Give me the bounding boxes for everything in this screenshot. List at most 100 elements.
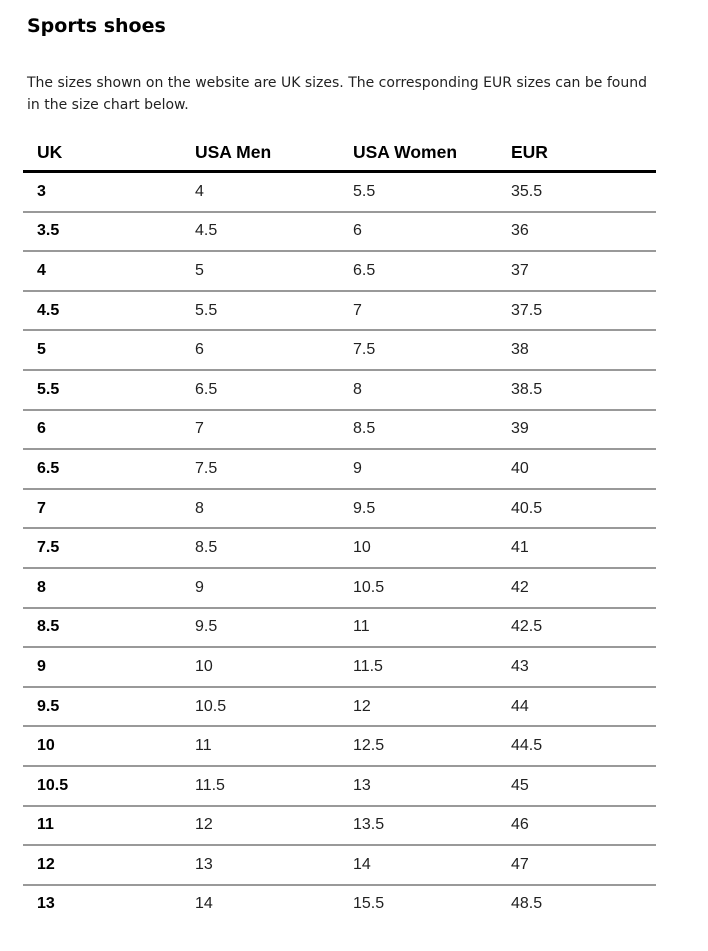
table-cell: 10.5	[353, 578, 385, 596]
table-row: 7 8 9.5 40.5	[23, 490, 656, 530]
table-row: 7.5 8.5 10 41	[23, 529, 656, 569]
table-cell: 8.5	[37, 618, 60, 636]
table-cell: 35.5	[511, 182, 543, 200]
table-cell: 8	[353, 380, 362, 398]
table-cell: 9	[353, 459, 362, 477]
table-cell: 11.5	[353, 657, 383, 675]
table-cell: 40.5	[511, 499, 543, 517]
table-cell: 6	[195, 341, 204, 359]
table-cell: 5.5	[195, 301, 218, 319]
table-row: 9 10 11.5 43	[23, 648, 656, 688]
table-cell: 10	[37, 737, 55, 755]
table-cell: 11	[353, 618, 370, 636]
table-cell: 10	[195, 657, 213, 675]
table-cell: 7	[195, 420, 204, 438]
table-cell: 38.5	[511, 380, 543, 398]
intro-line: in the size chart below.	[27, 97, 189, 113]
table-cell: 10.5	[195, 697, 227, 715]
table-cell: 14	[353, 855, 371, 873]
table-cell: 46	[511, 816, 529, 834]
intro-line: The sizes shown on the website are UK si…	[27, 75, 647, 91]
table-row: 3.5 4.5 6 36	[23, 213, 656, 253]
table-cell: 12	[195, 816, 213, 834]
table-cell: 12.5	[353, 737, 385, 755]
table-cell: 48.5	[511, 895, 543, 913]
table-cell: 13.5	[353, 816, 385, 834]
table-row: 5.5 6.5 8 38.5	[23, 371, 656, 411]
table-cell: 37	[511, 261, 529, 279]
table-cell: 8.5	[353, 420, 376, 438]
table-cell: 9.5	[353, 499, 376, 517]
table-row: 5 6 7.5 38	[23, 331, 656, 371]
column-header: UK	[37, 142, 63, 162]
table-cell: 9	[195, 578, 204, 596]
table-cell: 9	[37, 657, 46, 675]
table-row: 13 14 15.5 48.5	[23, 886, 656, 924]
table-cell: 15.5	[353, 895, 385, 913]
table-row: 4.5 5.5 7 37.5	[23, 292, 656, 332]
table-cell: 37.5	[511, 301, 543, 319]
table-cell: 11.5	[195, 776, 225, 794]
table-cell: 4	[195, 182, 204, 200]
table-cell: 14	[195, 895, 213, 913]
column-header: EUR	[511, 142, 548, 162]
table-cell: 7	[37, 499, 46, 517]
table-row: 8.5 9.5 11 42.5	[23, 609, 656, 649]
table-cell: 12	[353, 697, 371, 715]
table-cell: 11	[195, 737, 212, 755]
table-cell: 3.5	[37, 222, 60, 240]
table-cell: 6	[37, 420, 46, 438]
table-row: 8 9 10.5 42	[23, 569, 656, 609]
size-table: UK USA Men USA Women EUR 3 4 5.5 35.5 3.5 4.5 6 36 4…	[23, 135, 656, 923]
table-row: 10.5 11.5 13 45	[23, 767, 656, 807]
table-cell: 5.5	[37, 380, 60, 398]
table-cell: 11	[37, 816, 54, 834]
table-cell: 8.5	[195, 539, 218, 557]
table-row: 6.5 7.5 9 40	[23, 450, 656, 490]
table-cell: 39	[511, 420, 529, 438]
table-cell: 45	[511, 776, 529, 794]
table-row: 6 7 8.5 39	[23, 411, 656, 451]
table-cell: 9.5	[195, 618, 218, 636]
table-cell: 40	[511, 459, 529, 477]
table-cell: 47	[511, 855, 529, 873]
table-cell: 4.5	[37, 301, 60, 319]
table-cell: 7.5	[37, 539, 60, 557]
column-header: USA Men	[195, 142, 272, 162]
table-cell: 6.5	[353, 261, 376, 279]
table-cell: 5	[37, 341, 46, 359]
table-cell: 8	[37, 578, 46, 596]
table-cell: 42.5	[511, 618, 543, 636]
table-cell: 38	[511, 341, 529, 359]
table-cell: 5.5	[353, 182, 376, 200]
table-cell: 4	[37, 261, 46, 279]
table-cell: 13	[353, 776, 371, 794]
table-cell: 44.5	[511, 737, 543, 755]
table-cell: 6.5	[195, 380, 218, 398]
header-row: UK USA Men USA Women EUR	[23, 135, 656, 173]
table-cell: 7.5	[353, 341, 376, 359]
table-cell: 41	[511, 539, 529, 557]
table-row: 4 5 6.5 37	[23, 252, 656, 292]
table-cell: 3	[37, 182, 46, 200]
table-cell: 42	[511, 578, 529, 596]
table-cell: 10	[353, 539, 371, 557]
table-row: 11 12 13.5 46	[23, 807, 656, 847]
table-cell: 4.5	[195, 222, 218, 240]
table-cell: 5	[195, 261, 204, 279]
table-row: 12 13 14 47	[23, 846, 656, 886]
table-cell: 6	[353, 222, 362, 240]
table-cell: 8	[195, 499, 204, 517]
table-cell: 13	[37, 895, 55, 913]
table-row: 10 11 12.5 44.5	[23, 727, 656, 767]
table-cell: 12	[37, 855, 55, 873]
table-row: 9.5 10.5 12 44	[23, 688, 656, 728]
table-cell: 10.5	[37, 776, 69, 794]
table-cell: 7	[353, 301, 362, 319]
table-cell: 13	[195, 855, 213, 873]
table-cell: 36	[511, 222, 529, 240]
table-cell: 6.5	[37, 459, 60, 477]
table-cell: 43	[511, 657, 529, 675]
table-cell: 7.5	[195, 459, 218, 477]
